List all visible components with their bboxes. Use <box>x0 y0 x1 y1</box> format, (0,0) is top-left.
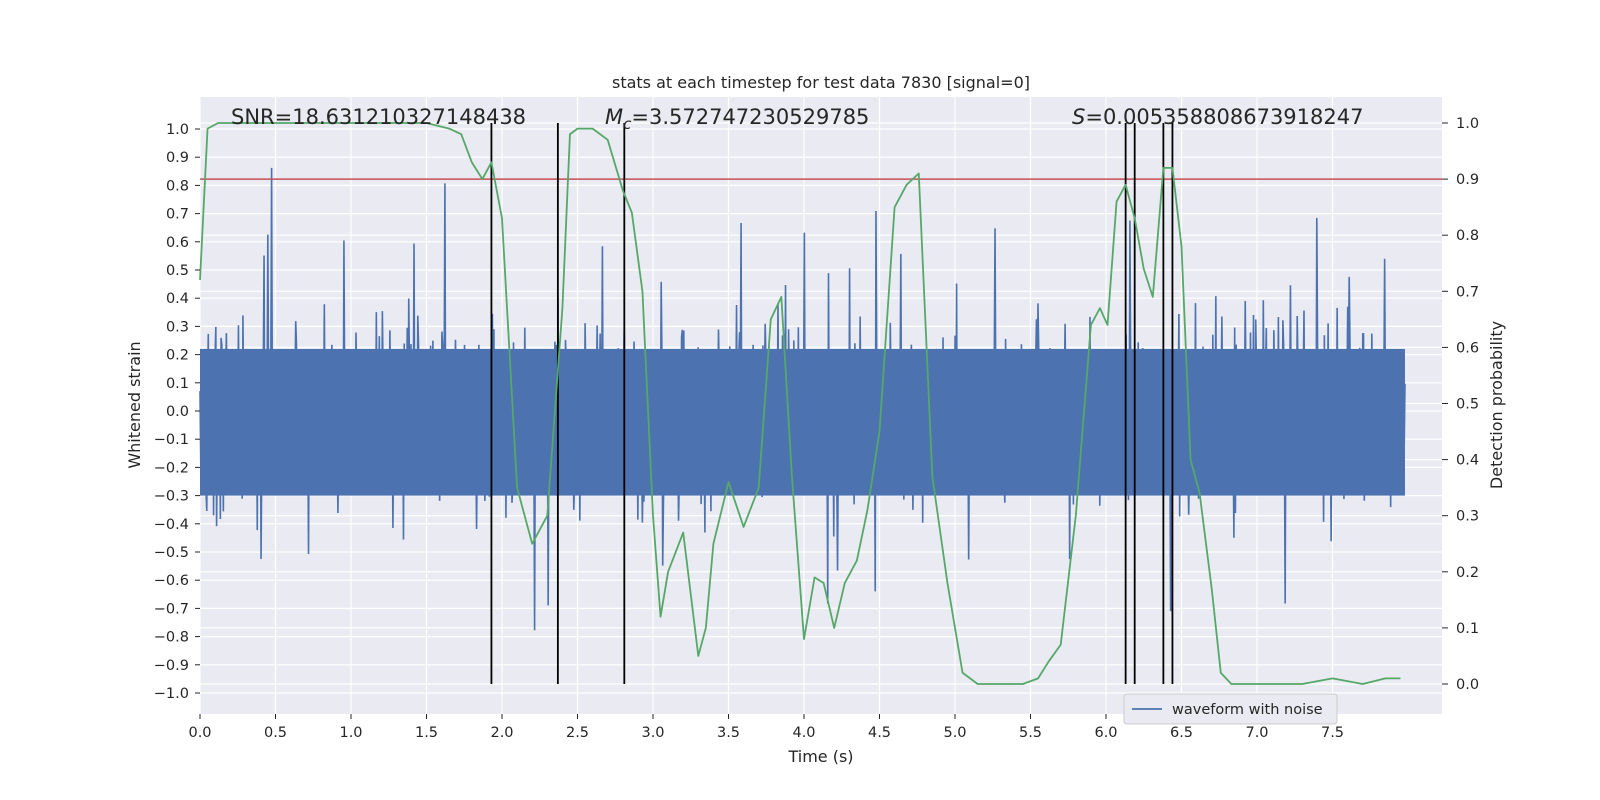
x-tick-label: 4.0 <box>792 725 815 741</box>
chirp-mass-value: =3.572747230529785 <box>631 105 869 129</box>
x-tick-label: 2.5 <box>566 725 589 741</box>
legend-box <box>1123 693 1338 725</box>
y-tick-label: −0.5 <box>154 545 189 561</box>
waveform-series <box>199 167 1406 631</box>
y2-tick-label: 0.3 <box>1456 509 1479 525</box>
x-tick-label: 1.5 <box>415 725 438 741</box>
s-value: =0.005358808673918247 <box>1085 105 1363 129</box>
y-tick-label: −0.4 <box>154 517 189 533</box>
y-tick-label: 0.7 <box>166 207 189 223</box>
x-tick-label: 3.0 <box>641 725 664 741</box>
x-tick-label: 0.0 <box>188 725 211 741</box>
y-tick-label: 0.8 <box>166 178 189 194</box>
x-tick-label: 5.0 <box>943 725 966 741</box>
y2-tick-label: 0.8 <box>1456 228 1479 244</box>
y-tick-label: 0.1 <box>166 376 189 392</box>
y-tick-label: −0.3 <box>154 489 189 505</box>
y2-tick-label: 0.6 <box>1456 340 1479 356</box>
y2-axis-label: Detection probability <box>1487 321 1506 489</box>
probability-series <box>199 122 1401 685</box>
legend-label: waveform with noise <box>1172 702 1323 718</box>
y-tick-label: 0.5 <box>166 263 189 279</box>
y2-tick-label: 0.4 <box>1456 453 1479 469</box>
y2-tick-label: 0.9 <box>1456 172 1479 188</box>
chirp-mass-symbol: M <box>605 105 623 129</box>
y-tick-label: 0.3 <box>166 319 189 335</box>
y2-tick-label: 0.1 <box>1456 621 1479 637</box>
x-tick-label: 7.5 <box>1321 725 1344 741</box>
y-axis-label: Whitened strain <box>125 341 144 468</box>
y-tick-label: −0.8 <box>154 630 189 646</box>
y-tick-label: −0.2 <box>154 460 189 476</box>
x-axis-label: Time (s) <box>787 747 853 766</box>
x-tick-label: 4.5 <box>868 725 891 741</box>
snr-annotation: SNR=18.631210327148438 <box>231 105 526 129</box>
y-tick-label: −0.7 <box>154 601 189 617</box>
y-tick-label: −0.9 <box>154 658 189 674</box>
y2-tick-label: 0.5 <box>1456 397 1479 413</box>
probability-line <box>199 122 1401 685</box>
y2-axis-ticks: 1.0 0.9 0.8 0.7 0.6 0.5 0.4 0.3 0.2 0.1 0.0 <box>1442 116 1479 693</box>
x-tick-label: 3.5 <box>717 725 740 741</box>
y2-tick-label: 0.7 <box>1456 284 1479 300</box>
y-tick-label: 0.2 <box>166 348 189 364</box>
chart-title: stats at each timestep for test data 783… <box>612 73 1030 92</box>
y-tick-label: 0.4 <box>166 291 189 307</box>
x-tick-label: 2.0 <box>490 725 513 741</box>
y-tick-label: −1.0 <box>154 686 189 702</box>
y-tick-label: 1.0 <box>166 122 189 138</box>
x-tick-label: 0.5 <box>264 725 287 741</box>
y2-tick-label: 1.0 <box>1456 116 1479 132</box>
y-tick-label: 0.9 <box>166 150 189 166</box>
x-tick-label: 1.0 <box>339 725 362 741</box>
x-tick-label: 6.5 <box>1170 725 1193 741</box>
x-axis-ticks: 0.0 0.5 1.0 1.5 2.0 2.5 3.0 3.5 4.0 4.5 5.0 5.5 6.0 6… <box>188 714 1344 741</box>
legend: waveform with noise <box>1123 693 1338 725</box>
y-tick-label: −0.1 <box>154 432 189 448</box>
chirp-mass-annotation: Mc=3.572747230529785 <box>605 105 869 133</box>
x-tick-label: 6.0 <box>1094 725 1117 741</box>
y-tick-label: −0.6 <box>154 573 189 589</box>
y-tick-label: 0.0 <box>166 404 189 420</box>
y-tick-label: 0.6 <box>166 235 189 251</box>
x-tick-label: 7.0 <box>1245 725 1268 741</box>
waveform-core <box>200 348 1405 496</box>
y2-tick-label: 0.2 <box>1456 565 1479 581</box>
s-annotation: S=0.005358808673918247 <box>1072 105 1363 129</box>
s-symbol: S <box>1072 105 1085 129</box>
y-axis-ticks: 1.0 0.9 0.8 0.7 0.6 0.5 0.4 0.3 0.2 0.1 0.0 −0.1 −0.… <box>154 122 200 702</box>
chirp-mass-subscript: c <box>623 115 632 133</box>
x-tick-label: 5.5 <box>1019 725 1042 741</box>
y2-tick-label: 0.0 <box>1456 677 1479 693</box>
